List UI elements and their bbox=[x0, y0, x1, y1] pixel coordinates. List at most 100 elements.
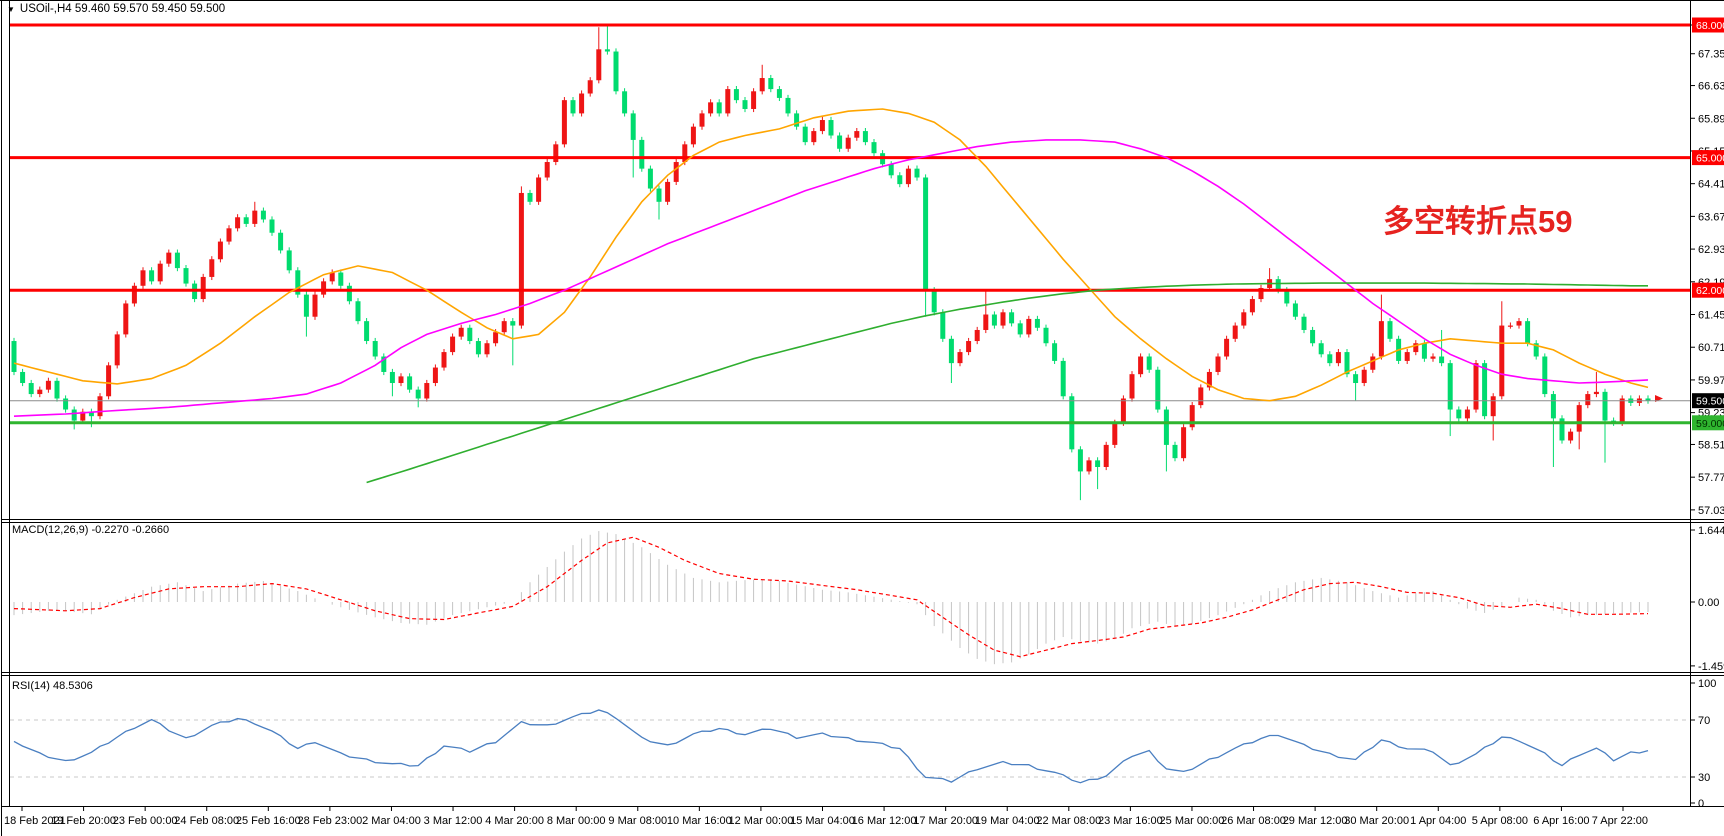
candle-body bbox=[286, 250, 292, 271]
candle-body bbox=[166, 252, 172, 264]
candle-body bbox=[1120, 398, 1126, 423]
candle-body bbox=[794, 113, 800, 127]
candle-body bbox=[1275, 279, 1281, 291]
candle-body bbox=[682, 144, 688, 163]
candle-body bbox=[811, 131, 817, 143]
candle-body bbox=[1525, 321, 1531, 344]
rsi-axis-label: 100 bbox=[1698, 678, 1716, 690]
candle-body bbox=[673, 162, 679, 182]
candle-body bbox=[1103, 444, 1109, 467]
candle-body bbox=[493, 332, 499, 344]
candle-body bbox=[1163, 409, 1169, 445]
symbol-dropdown-icon[interactable]: ▼ bbox=[7, 4, 15, 14]
candle-body bbox=[1112, 422, 1118, 445]
candle-body bbox=[974, 329, 980, 342]
candle-body bbox=[329, 272, 335, 282]
time-tick-label: 22 Mar 08:00 bbox=[1036, 815, 1101, 827]
price-tick-label: 59.970 bbox=[1698, 375, 1724, 387]
candle-body bbox=[364, 321, 370, 342]
candle-body bbox=[1241, 312, 1247, 326]
candle-body bbox=[381, 356, 387, 372]
time-tick-label: 28 Feb 23:00 bbox=[297, 815, 362, 827]
candle-body bbox=[1206, 371, 1212, 388]
time-tick-label: 23 Feb 00:00 bbox=[113, 815, 178, 827]
candle-body bbox=[897, 175, 903, 185]
time-tick-label: 6 Apr 16:00 bbox=[1533, 815, 1589, 827]
candle-body bbox=[1439, 356, 1445, 364]
candle-body bbox=[785, 97, 791, 114]
symbol-info-text: USOil-,H4 59.460 59.570 59.450 59.500 bbox=[19, 3, 226, 15]
candle-body bbox=[1138, 356, 1144, 375]
candle-body bbox=[1318, 343, 1324, 355]
macd-axis-label: 1.6446 bbox=[1698, 525, 1724, 537]
time-tick-label: 26 Mar 08:00 bbox=[1221, 815, 1286, 827]
time-tick-label: 1 Apr 04:00 bbox=[1410, 815, 1466, 827]
candle-body bbox=[622, 91, 628, 114]
candle-body bbox=[1404, 352, 1410, 361]
price-tick-label: 62.930 bbox=[1698, 244, 1724, 256]
candle-body bbox=[819, 120, 825, 132]
candle-body bbox=[776, 89, 782, 98]
candle-body bbox=[527, 192, 533, 202]
candle-body bbox=[157, 263, 163, 282]
candle-body bbox=[1215, 356, 1221, 372]
candle-body bbox=[321, 281, 327, 295]
price-badge-62.000 bbox=[1692, 282, 1724, 298]
price-tick-label: 65.890 bbox=[1698, 113, 1724, 125]
candle-body bbox=[553, 144, 559, 163]
candle-body bbox=[278, 232, 284, 251]
candle-body bbox=[1516, 321, 1522, 326]
price-badge-68.000 bbox=[1692, 17, 1724, 33]
chart-annotation-text: 多空转折点59 bbox=[1383, 204, 1573, 239]
candle-body bbox=[484, 343, 490, 355]
time-tick-label: 8 Mar 00:00 bbox=[547, 815, 606, 827]
candle-body bbox=[561, 100, 567, 145]
time-tick-label: 4 Mar 20:00 bbox=[485, 815, 544, 827]
candle-body bbox=[1413, 343, 1419, 353]
candle-body bbox=[114, 334, 120, 366]
candle-body bbox=[630, 113, 636, 140]
time-tick-label: 29 Mar 12:00 bbox=[1283, 815, 1348, 827]
candle-body bbox=[1353, 374, 1359, 384]
candle-body bbox=[708, 102, 714, 114]
price-tick-label: 64.410 bbox=[1698, 179, 1724, 191]
price-tick-label: 61.450 bbox=[1698, 310, 1724, 322]
candle-body bbox=[1619, 398, 1625, 423]
candle-body bbox=[1387, 321, 1393, 339]
candle-body bbox=[1507, 325, 1513, 327]
candle-body bbox=[80, 411, 86, 421]
candle-body bbox=[596, 49, 602, 81]
candle-body bbox=[174, 252, 180, 269]
time-tick-label: 9 Mar 08:00 bbox=[608, 815, 667, 827]
candle-body bbox=[1378, 321, 1384, 357]
price-badge-label: 68.000 bbox=[1696, 20, 1724, 32]
candle-body bbox=[467, 327, 473, 342]
candle-body bbox=[1249, 299, 1255, 313]
time-tick-label: 10 Mar 16:00 bbox=[667, 815, 732, 827]
candle-body bbox=[1335, 352, 1341, 364]
candle-body bbox=[303, 294, 309, 317]
time-tick-label: 19 Mar 04:00 bbox=[975, 815, 1040, 827]
candle-body bbox=[914, 168, 920, 178]
candle-body bbox=[1473, 363, 1479, 410]
candle-body bbox=[260, 210, 266, 220]
candle-body bbox=[88, 411, 94, 417]
candle-body bbox=[1456, 409, 1462, 419]
candle-body bbox=[415, 389, 421, 399]
candle-body bbox=[1430, 356, 1436, 359]
candle-body bbox=[1361, 369, 1367, 384]
candle-body bbox=[768, 78, 774, 90]
price-tick-label: 58.510 bbox=[1698, 439, 1724, 451]
macd-indicator-label: MACD(12,26,9) -0.2270 -0.2660 bbox=[12, 524, 170, 536]
candle-body bbox=[957, 352, 963, 364]
candle-body bbox=[931, 290, 937, 313]
price-badge-label: 65.000 bbox=[1696, 153, 1724, 165]
candle-body bbox=[1077, 449, 1083, 472]
time-tick-label: 24 Feb 08:00 bbox=[174, 815, 239, 827]
candle-body bbox=[450, 336, 456, 353]
candle-body bbox=[759, 78, 765, 92]
candle-body bbox=[828, 120, 834, 136]
candle-body bbox=[1550, 394, 1556, 419]
